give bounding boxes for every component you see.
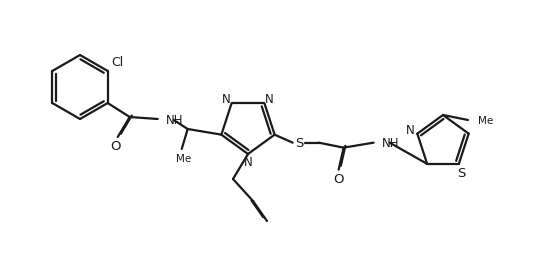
Text: N: N (406, 124, 415, 137)
Text: N: N (244, 156, 252, 169)
Text: N: N (265, 92, 274, 105)
Text: O: O (333, 172, 344, 185)
Text: NH: NH (382, 137, 399, 150)
Text: S: S (295, 137, 304, 150)
Text: N: N (222, 92, 231, 105)
Text: NH: NH (166, 114, 183, 127)
Text: Me: Me (176, 153, 191, 163)
Text: S: S (456, 167, 465, 180)
Text: Me: Me (478, 116, 494, 125)
Text: O: O (111, 140, 121, 153)
Text: Cl: Cl (112, 55, 124, 68)
